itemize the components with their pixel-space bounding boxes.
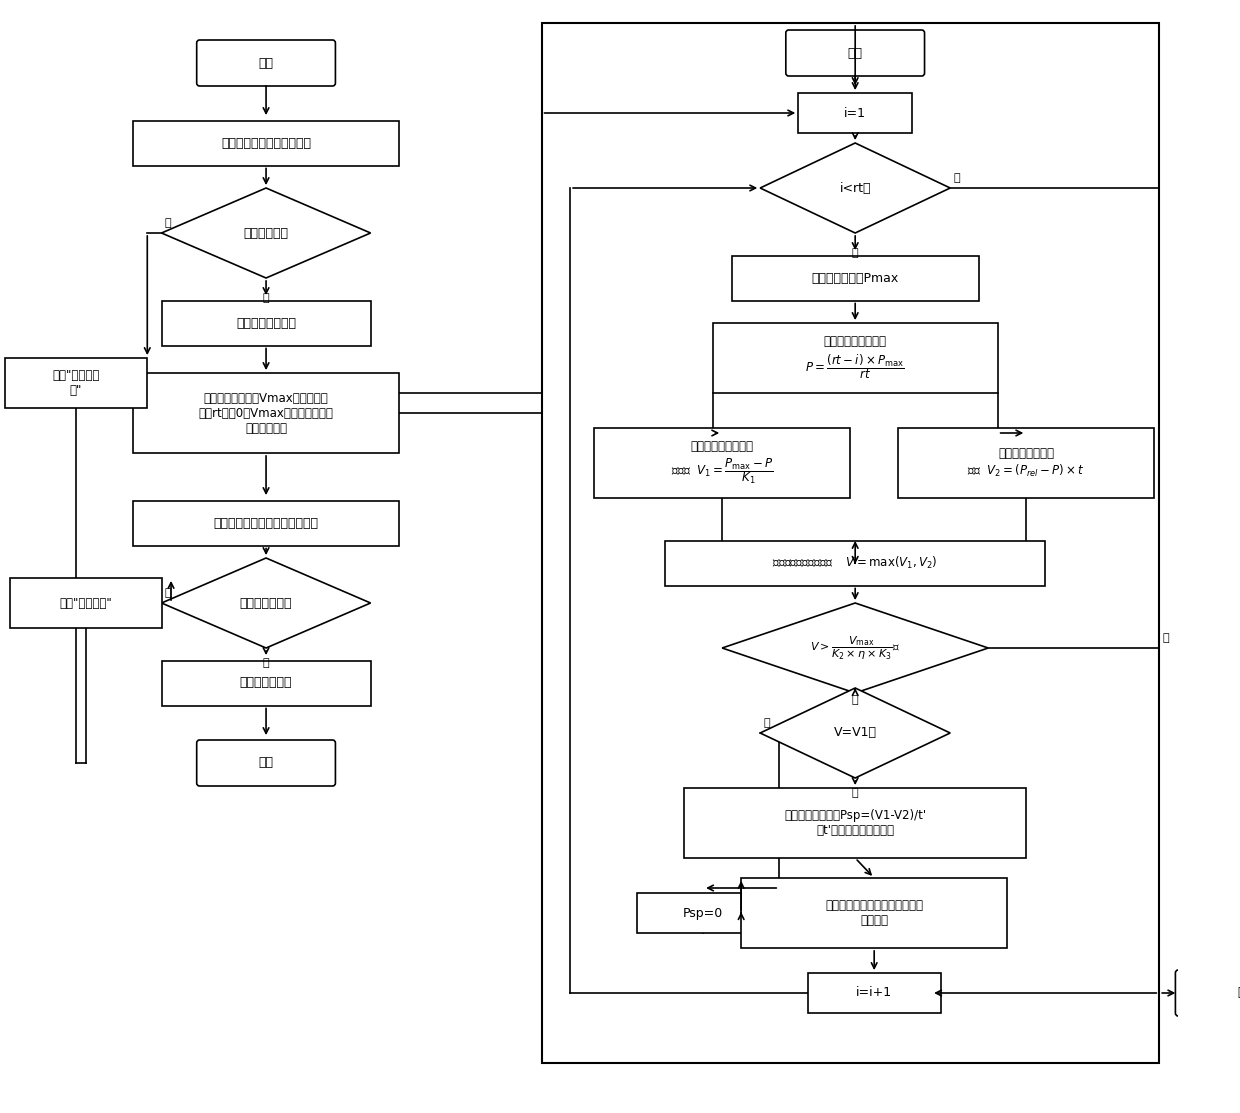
Text: 形成储能配置后用户功率曲线及
月度电费: 形成储能配置后用户功率曲线及 月度电费 xyxy=(825,899,924,927)
FancyBboxPatch shape xyxy=(742,878,1007,948)
Bar xyxy=(542,23,1159,1063)
Text: 需量管理后最大功率
$P=\dfrac{(rt-i)\times P_{\mathrm{max}}}{rt}$: 需量管理后最大功率 $P=\dfrac{(rt-i)\times P_{\mat… xyxy=(806,335,905,381)
Polygon shape xyxy=(161,188,371,278)
Text: V=V1？: V=V1？ xyxy=(833,727,877,739)
Text: 否: 否 xyxy=(165,218,171,228)
FancyBboxPatch shape xyxy=(898,429,1154,498)
Text: 否: 否 xyxy=(1162,633,1169,643)
Text: 是: 是 xyxy=(263,293,269,303)
FancyBboxPatch shape xyxy=(684,788,1027,858)
Text: 提供相应功率电池所
需容量  $V_1=\dfrac{P_{\mathrm{max}}-P}{K_1}$: 提供相应功率电池所 需容量 $V_1=\dfrac{P_{\mathrm{max… xyxy=(671,440,774,486)
Text: 估算企业年度电费: 估算企业年度电费 xyxy=(236,316,296,329)
Text: 输出"非目标用
户": 输出"非目标用 户" xyxy=(52,370,99,397)
Polygon shape xyxy=(161,558,371,648)
Text: 企业用户负荷曲线类型判断: 企业用户负荷曲线类型判断 xyxy=(221,137,311,149)
Text: $V>\dfrac{V_{\mathrm{max}}}{K_2\times\eta\times K_3}$？: $V>\dfrac{V_{\mathrm{max}}}{K_2\times\et… xyxy=(810,634,900,661)
FancyBboxPatch shape xyxy=(10,578,161,628)
FancyBboxPatch shape xyxy=(133,501,399,545)
Text: 确定功率最大值Pmax: 确定功率最大值Pmax xyxy=(811,272,899,285)
FancyBboxPatch shape xyxy=(636,893,770,933)
Text: i<rt？: i<rt？ xyxy=(839,181,870,195)
Text: 否: 否 xyxy=(165,588,171,598)
Text: 输出"无法盈利": 输出"无法盈利" xyxy=(60,597,112,610)
FancyBboxPatch shape xyxy=(197,740,336,786)
Text: 提供相应电能所需
容量  $V_2=(P_{rel}-P)\times t$: 提供相应电能所需 容量 $V_2=(P_{rel}-P)\times t$ xyxy=(967,447,1085,479)
Polygon shape xyxy=(722,603,988,693)
Text: i=1: i=1 xyxy=(844,107,867,119)
Text: 开始: 开始 xyxy=(848,47,863,59)
Text: Psp=0: Psp=0 xyxy=(683,906,723,919)
FancyBboxPatch shape xyxy=(807,973,941,1013)
Text: 削峰填谷放电功率Psp=(V1-V2)/t'
（t'为非需量管理时间）: 削峰填谷放电功率Psp=(V1-V2)/t' （t'为非需量管理时间） xyxy=(784,809,926,837)
Text: 需量管理所需电池容量    $V=\mathrm{max}(V_1,V_2)$: 需量管理所需电池容量 $V=\mathrm{max}(V_1,V_2)$ xyxy=(773,555,937,571)
FancyBboxPatch shape xyxy=(133,120,399,166)
Text: 计算并输出结果: 计算并输出结果 xyxy=(239,677,293,689)
FancyBboxPatch shape xyxy=(732,256,978,301)
Text: 最优配置盈利？: 最优配置盈利？ xyxy=(239,597,293,610)
FancyBboxPatch shape xyxy=(1176,971,1240,1016)
Text: 否: 否 xyxy=(954,173,960,183)
FancyBboxPatch shape xyxy=(161,660,371,706)
FancyBboxPatch shape xyxy=(161,301,371,345)
Polygon shape xyxy=(760,142,950,233)
FancyBboxPatch shape xyxy=(197,40,336,86)
Text: 否: 否 xyxy=(763,718,770,728)
FancyBboxPatch shape xyxy=(713,323,998,393)
Text: 结束: 结束 xyxy=(259,757,274,769)
Text: 确定最大电池容量Vmax，定义搜索
精度rt，从0到Vmax遍历，找出电池
容量最优配置: 确定最大电池容量Vmax，定义搜索 精度rt，从0到Vmax遍历，找出电池 容量… xyxy=(198,392,334,434)
Text: 是: 是 xyxy=(852,248,858,258)
FancyBboxPatch shape xyxy=(133,373,399,453)
Text: 否: 否 xyxy=(852,696,858,706)
Text: 是: 是 xyxy=(852,788,858,798)
Text: 是: 是 xyxy=(263,658,269,668)
Text: 为企业配置储能并找到最优配置: 为企业配置储能并找到最优配置 xyxy=(213,516,319,530)
Text: i=i+1: i=i+1 xyxy=(856,986,893,999)
Polygon shape xyxy=(760,688,950,778)
FancyBboxPatch shape xyxy=(665,541,1045,585)
FancyBboxPatch shape xyxy=(594,429,851,498)
Text: 峰谷差用户？: 峰谷差用户？ xyxy=(243,227,289,239)
FancyBboxPatch shape xyxy=(786,30,925,76)
Text: 结束: 结束 xyxy=(1238,986,1240,999)
FancyBboxPatch shape xyxy=(799,93,913,132)
Text: 开始: 开始 xyxy=(259,57,274,69)
FancyBboxPatch shape xyxy=(5,358,148,408)
